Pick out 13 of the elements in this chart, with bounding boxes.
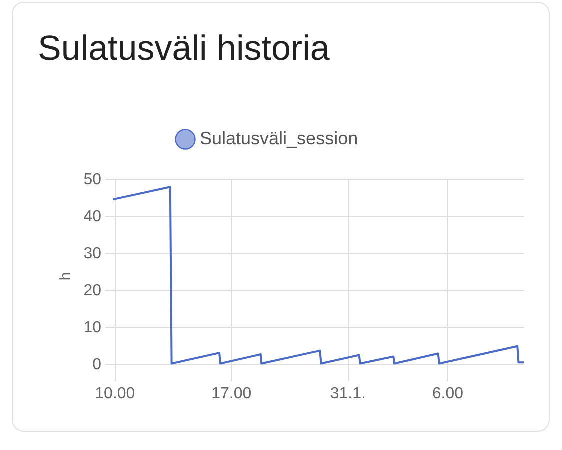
y-axis-title: h (58, 272, 75, 281)
x-tick-label: 6.00 (432, 386, 464, 402)
y-tick-label: 0 (92, 356, 102, 374)
y-tick-label: 50 (84, 172, 102, 188)
x-tick-label: 31.1. (330, 386, 366, 402)
x-tick-label: 17.00 (212, 386, 252, 402)
legend-label: Sulatusväli_session (200, 128, 358, 148)
chart-title: Sulatusväli historia (38, 29, 330, 68)
y-tick-label: 10 (84, 319, 102, 336)
y-tick-label: 20 (84, 282, 102, 300)
x-tick-label: 10.00 (95, 386, 136, 402)
y-tick-label: 40 (84, 208, 102, 226)
y-tick-label: 30 (84, 245, 102, 262)
